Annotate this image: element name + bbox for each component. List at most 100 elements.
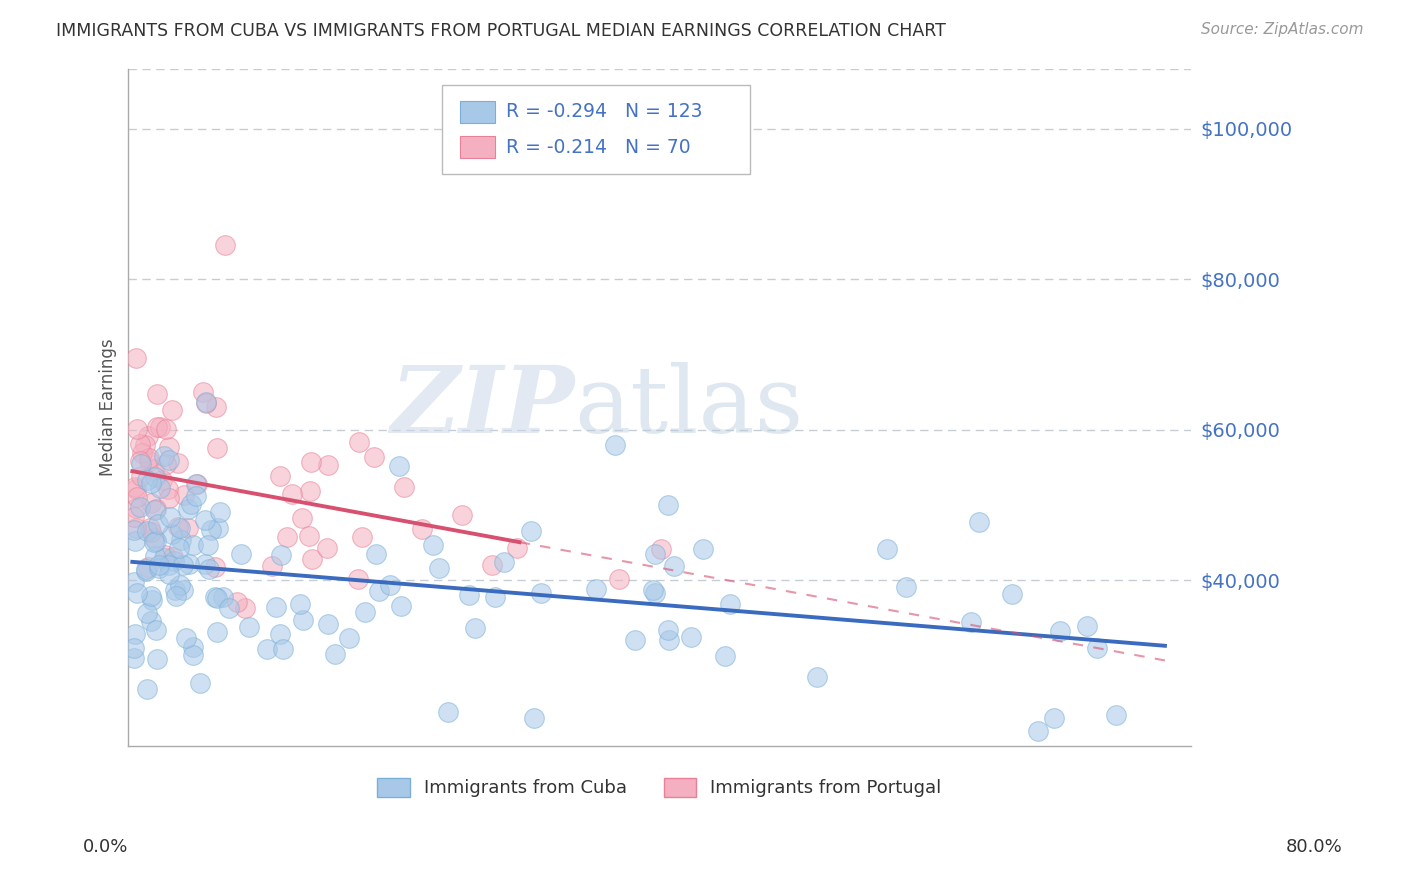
Point [155, 422, 177, 436]
Point [212, 590, 235, 604]
Point [125, 521, 148, 535]
Point [139, 521, 162, 535]
Point [269, 468, 291, 483]
Point [301, 552, 323, 566]
Point [143, 470, 166, 484]
Point [125, 482, 148, 496]
Point [492, 555, 515, 569]
Point [1001, 587, 1024, 601]
Point [260, 558, 283, 573]
Point [281, 486, 304, 500]
Text: Source: ZipAtlas.com: Source: ZipAtlas.com [1201, 22, 1364, 37]
Point [1076, 618, 1098, 632]
Point [644, 586, 666, 600]
Point [131, 468, 153, 483]
Point [157, 453, 180, 467]
Point [650, 542, 672, 557]
Point [163, 583, 186, 598]
FancyBboxPatch shape [441, 86, 749, 174]
Point [205, 441, 228, 455]
Point [380, 578, 402, 592]
Point [186, 476, 208, 491]
Point [288, 597, 311, 611]
Text: R = -0.294   N = 123: R = -0.294 N = 123 [506, 103, 702, 121]
Point [148, 561, 170, 575]
Point [146, 387, 169, 401]
Point [127, 422, 149, 436]
Point [388, 459, 411, 474]
Point [155, 548, 177, 562]
Point [145, 623, 167, 637]
Text: R = -0.214   N = 70: R = -0.214 N = 70 [506, 137, 690, 157]
Point [136, 524, 159, 538]
Point [205, 401, 228, 415]
Point [207, 624, 229, 639]
Point [141, 589, 163, 603]
Point [143, 535, 166, 549]
Point [292, 613, 315, 627]
Point [195, 395, 218, 409]
Point [337, 631, 360, 645]
Point [520, 524, 543, 539]
Point [125, 501, 148, 516]
Point [136, 429, 159, 443]
Point [273, 642, 295, 657]
Point [315, 541, 337, 556]
Point [166, 456, 188, 470]
Point [264, 600, 287, 615]
Point [233, 601, 256, 615]
Point [149, 419, 172, 434]
Point [657, 498, 679, 512]
Point [1026, 723, 1049, 738]
Point [135, 606, 157, 620]
Point [148, 558, 170, 573]
Point [256, 642, 278, 657]
Point [436, 705, 458, 719]
Point [139, 476, 162, 491]
Point [269, 627, 291, 641]
Point [1105, 707, 1128, 722]
Point [188, 675, 211, 690]
Point [299, 455, 322, 469]
Point [231, 547, 253, 561]
Point [198, 562, 221, 576]
Point [143, 549, 166, 563]
Point [205, 591, 228, 606]
Point [160, 402, 183, 417]
Point [603, 438, 626, 452]
Point [1043, 711, 1066, 725]
Point [354, 605, 377, 619]
Point [122, 650, 145, 665]
Point [427, 561, 450, 575]
Point [299, 484, 322, 499]
Point [177, 557, 200, 571]
Point [122, 574, 145, 589]
Point [122, 509, 145, 524]
Point [155, 457, 177, 471]
Point [657, 633, 679, 648]
Point [363, 450, 385, 465]
Point [141, 593, 163, 607]
Point [506, 541, 529, 556]
Point [389, 599, 412, 613]
Point [422, 538, 444, 552]
Point [481, 558, 503, 572]
Point [124, 626, 146, 640]
Point [141, 525, 163, 540]
Point [172, 582, 194, 597]
Point [411, 522, 433, 536]
Point [138, 560, 160, 574]
Point [226, 595, 249, 609]
Point [159, 510, 181, 524]
Point [169, 541, 191, 556]
Point [129, 457, 152, 471]
Point [177, 502, 200, 516]
Point [316, 458, 339, 472]
Bar [460, 136, 495, 158]
Point [181, 648, 204, 662]
Point [124, 533, 146, 548]
Point [142, 461, 165, 475]
Point [138, 451, 160, 466]
Point [177, 521, 200, 535]
Point [450, 508, 472, 522]
